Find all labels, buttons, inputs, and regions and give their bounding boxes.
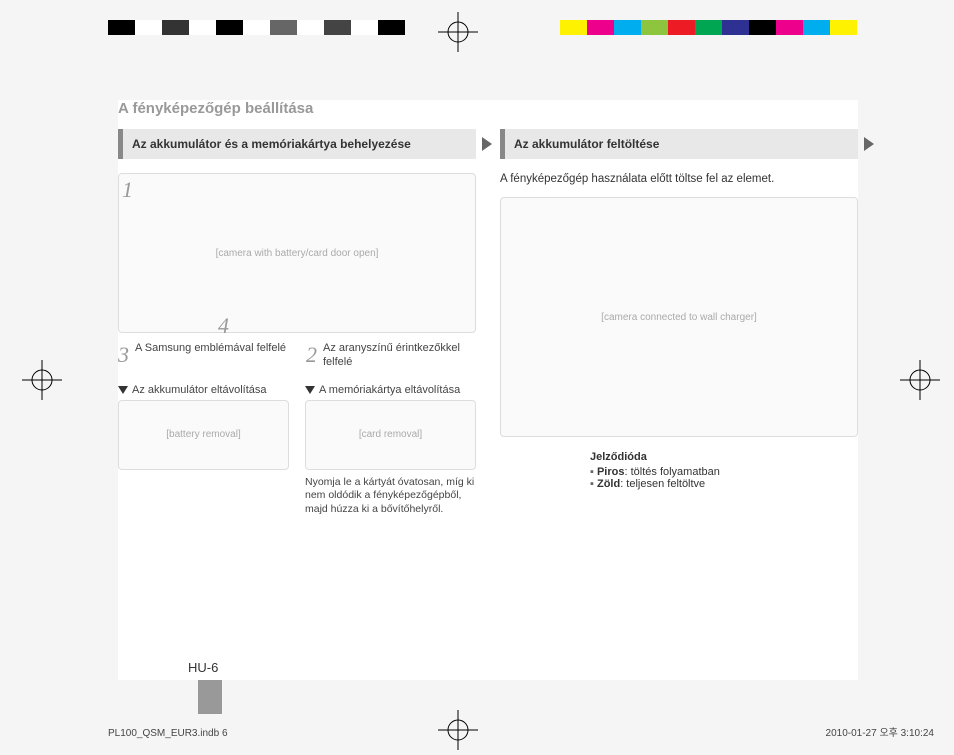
- print-color-bar-left: [108, 20, 405, 35]
- page-number: HU-6: [188, 660, 218, 675]
- step-2-text: Az aranyszínű érintkezőkkel felfelé: [323, 341, 476, 370]
- triangle-down-icon: [305, 386, 315, 394]
- card-removal: A memóriakártya eltávolítása [card remov…: [305, 384, 476, 517]
- left-column: Az akkumulátor és a memóriakártya behely…: [118, 129, 476, 517]
- battery-removal-illustration: [battery removal]: [118, 400, 289, 470]
- led-item-green: Zöld: teljesen feltöltve: [590, 478, 858, 490]
- step-number-4: 4: [218, 313, 229, 339]
- led-info: Jelződióda Piros: töltés folyamatban Zöl…: [590, 451, 858, 490]
- card-removal-note: Nyomja le a kártyát óvatosan, míg ki nem…: [305, 476, 476, 517]
- right-section-header-text: Az akkumulátor feltöltése: [514, 137, 659, 151]
- play-arrow-icon: [864, 137, 874, 151]
- play-arrow-icon: [482, 137, 492, 151]
- led-title: Jelződióda: [590, 451, 858, 463]
- main-illustration: [camera with battery/card door open]: [118, 173, 476, 333]
- removal-row: Az akkumulátor eltávolítása [battery rem…: [118, 384, 476, 517]
- print-color-bar-right: [560, 20, 857, 35]
- step-labels-row: 3 A Samsung emblémával felfelé 2 Az aran…: [118, 341, 476, 370]
- step-number-1: 1: [122, 177, 133, 203]
- footer-left: PL100_QSM_EUR3.indb 6: [108, 728, 228, 739]
- right-section-header: Az akkumulátor feltöltése: [500, 129, 858, 159]
- charging-illustration: [camera connected to wall charger]: [500, 197, 858, 437]
- right-column: Az akkumulátor feltöltése A fényképezőgé…: [500, 129, 858, 517]
- page-title: A fényképezőgép beállítása: [118, 100, 858, 117]
- battery-removal-header: Az akkumulátor eltávolítása: [132, 384, 267, 396]
- step-2: 2 Az aranyszínű érintkezőkkel felfelé: [306, 341, 476, 370]
- left-section-header-text: Az akkumulátor és a memóriakártya behely…: [132, 137, 411, 151]
- page-tab: [198, 680, 222, 714]
- footer-right: 2010-01-27 오후 3:10:24: [826, 724, 934, 739]
- step-3-text: A Samsung emblémával felfelé: [135, 341, 286, 370]
- right-body-text: A fényképezőgép használata előtt töltse …: [500, 173, 858, 185]
- page-content: A fényképezőgép beállítása Az akkumuláto…: [118, 100, 858, 680]
- led-item-red: Piros: töltés folyamatban: [590, 466, 858, 478]
- card-removal-header: A memóriakártya eltávolítása: [319, 384, 460, 396]
- step-number-2: 2: [306, 341, 317, 370]
- left-section-header: Az akkumulátor és a memóriakártya behely…: [118, 129, 476, 159]
- step-3: 3 A Samsung emblémával felfelé: [118, 341, 288, 370]
- card-removal-illustration: [card removal]: [305, 400, 476, 470]
- battery-removal: Az akkumulátor eltávolítása [battery rem…: [118, 384, 289, 517]
- step-number-3: 3: [118, 341, 129, 370]
- triangle-down-icon: [118, 386, 128, 394]
